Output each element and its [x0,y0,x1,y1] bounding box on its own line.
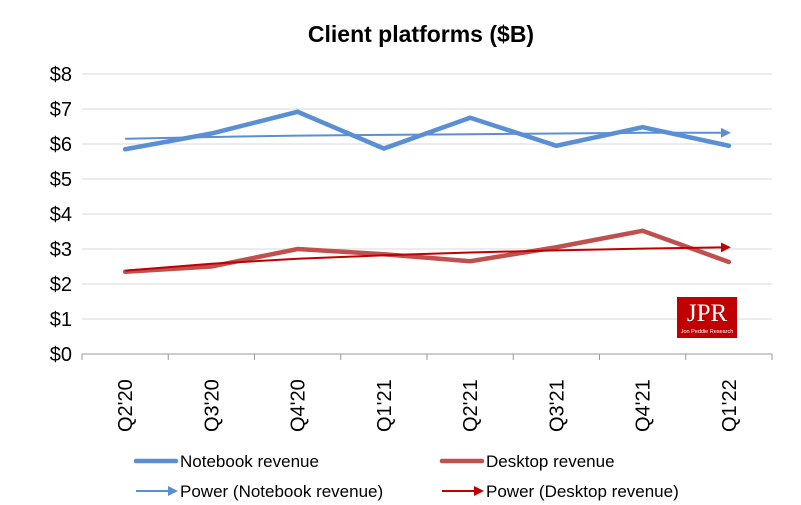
series-line-2 [125,127,731,140]
y-tick-label: $2 [50,274,72,296]
x-tick-label: Q1'21 [374,379,396,432]
y-axis-tick-labels: $0 $1 $2 $3 $4 $5 $6 $7 $8 [50,64,72,366]
y-tick-label: $4 [50,204,72,226]
logo-sub-text: Jon Peddie Research [681,329,734,335]
y-tick-label: $0 [50,344,72,366]
x-tick-label: Q4'20 [288,379,310,432]
series-lines [122,109,732,274]
legend-label-2: Power (Notebook revenue) [180,482,383,501]
x-tick-label: Q3'20 [201,379,223,432]
x-axis-tick-labels: Q2'20 Q3'20 Q4'20 Q1'21 Q2'21 Q3'21 Q4'21 Q1'22 [115,379,741,432]
legend-label-3: Power (Desktop revenue) [486,482,679,501]
chart-title: Client platforms ($B) [308,21,534,47]
y-tick-label: $6 [50,134,72,156]
legend: Notebook revenue Desktop revenue Power (No… [133,452,679,501]
series-line-1 [122,228,732,274]
logo-main-text: JPR [687,300,728,327]
x-tick-label: Q3'21 [546,379,568,432]
legend-label-1: Desktop revenue [486,452,615,471]
y-tick-label: $5 [50,169,72,191]
y-tick-label: $8 [50,64,72,86]
x-tick-label: Q2'21 [460,379,482,432]
legend-label-0: Notebook revenue [180,452,319,471]
series-line-0 [122,109,732,152]
jpr-logo: JPR Jon Peddie Research [677,297,737,338]
x-tick-label: Q1'22 [719,379,741,432]
y-tick-label: $3 [50,239,72,261]
gridlines [81,73,773,360]
x-tick-label: Q2'20 [115,379,137,432]
y-tick-label: $1 [50,309,72,331]
logo-background [677,297,737,338]
series-line-3 [125,242,731,272]
x-tick-label: Q4'21 [633,379,655,432]
y-tick-label: $7 [50,99,72,121]
